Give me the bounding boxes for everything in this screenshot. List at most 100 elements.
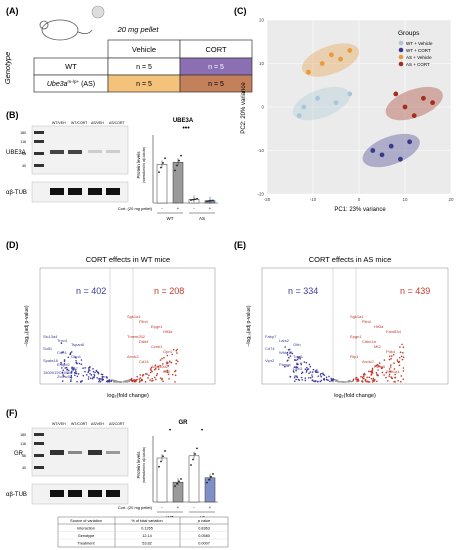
- volcano-point: [322, 372, 324, 375]
- volcano-point: [342, 381, 344, 383]
- table-header: Source of variation: [70, 519, 102, 523]
- volcano-point: [77, 373, 80, 375]
- volcano-point: [295, 378, 297, 381]
- table-header: p value: [197, 519, 210, 523]
- volcano-point: [138, 378, 141, 380]
- volcano-point: [390, 370, 392, 373]
- volcano-point: [171, 373, 174, 376]
- data-point: [158, 171, 160, 174]
- volcano-point: [289, 351, 292, 354]
- x-tick-label: -10: [310, 197, 317, 202]
- f-lane-label: AS/VEH: [91, 422, 104, 426]
- volcano-point: [393, 362, 395, 365]
- volcano-point: [155, 378, 157, 381]
- gene-label: Hif3a: [374, 324, 384, 329]
- volcano-point: [90, 374, 93, 376]
- volcano-point: [385, 371, 387, 374]
- volcano-point: [149, 368, 152, 370]
- volcano-point: [138, 381, 141, 383]
- mouse-illustration: [39, 5, 105, 41]
- e-volcano-points: [284, 343, 405, 383]
- volcano-point: [97, 371, 100, 374]
- e-title: CORT effects in AS mice: [309, 255, 392, 264]
- volcano-point: [388, 373, 391, 376]
- volcano-point: [312, 368, 315, 371]
- volcano-point: [402, 356, 405, 358]
- volcano-point: [401, 343, 403, 346]
- volcano-point: [72, 368, 75, 370]
- volcano-point: [374, 365, 377, 367]
- c-legend-swatch: [398, 47, 404, 53]
- group-ellipse: [301, 43, 360, 77]
- volcano-point: [357, 380, 360, 382]
- gene-label: Klf9: [163, 369, 171, 374]
- b-ladder-label: 180: [20, 131, 26, 135]
- pca-point: [329, 52, 334, 58]
- d-xlabel: log₂(fold change): [107, 393, 149, 399]
- f-bar-chart: [152, 436, 218, 503]
- data-point: [164, 450, 166, 452]
- volcano-point: [136, 375, 139, 378]
- volcano-point: [387, 380, 389, 382]
- d-plot-frame: [39, 267, 216, 385]
- volcano-point: [155, 367, 157, 370]
- data-point: [176, 164, 178, 167]
- volcano-point: [101, 373, 104, 376]
- gene-label: Cd74: [57, 350, 67, 355]
- volcano-point: [368, 376, 371, 379]
- gene-label: Tnni1: [293, 354, 304, 359]
- pca-point: [319, 61, 325, 66]
- volcano-point: [368, 370, 370, 373]
- volcano-point: [153, 376, 156, 379]
- volcano-point: [84, 370, 86, 373]
- volcano-point: [70, 374, 73, 377]
- volcano-point: [71, 366, 73, 368]
- b-group-as: AS: [199, 216, 205, 221]
- volcano-point: [305, 371, 308, 373]
- volcano-point: [390, 355, 393, 357]
- volcano-point: [162, 380, 164, 383]
- volcano-point: [297, 378, 300, 381]
- data-point: [194, 453, 196, 455]
- gene-label: Gbp4: [71, 354, 82, 359]
- f-cort-mark: +: [209, 505, 212, 510]
- volcano-point: [63, 362, 66, 365]
- y-tick-label: -10: [257, 148, 264, 153]
- c-legend-swatch: [398, 61, 404, 67]
- volcano-point: [84, 367, 86, 369]
- volcano-point: [161, 357, 163, 360]
- volcano-point: [74, 369, 77, 371]
- volcano-point: [70, 379, 72, 381]
- gene-label: Sgk1a1: [350, 314, 364, 319]
- gene-label: Pappa: [279, 362, 291, 367]
- y-tick-label: -20: [257, 192, 264, 197]
- volcano-point: [394, 373, 396, 376]
- volcano-point: [78, 362, 81, 365]
- gene-label: Epgn1: [151, 324, 163, 329]
- volcano-point: [355, 377, 357, 379]
- volcano-point: [73, 372, 76, 374]
- volcano-point: [166, 354, 169, 357]
- x-tick-label: 20: [448, 197, 454, 202]
- volcano-point: [371, 381, 374, 383]
- gene-label: Cdkn1a: [362, 339, 377, 344]
- volcano-point: [136, 378, 138, 381]
- volcano-point: [60, 361, 62, 364]
- volcano-point: [176, 348, 178, 351]
- data-point: [164, 157, 166, 160]
- volcano-point: [82, 367, 84, 369]
- volcano-point: [134, 379, 137, 382]
- volcano-point: [149, 379, 151, 381]
- volcano-point: [75, 370, 77, 373]
- gene-label: Ddit4: [139, 339, 149, 344]
- f-sig-as: •: [201, 428, 203, 434]
- volcano-point: [91, 377, 94, 380]
- volcano-point: [304, 379, 307, 382]
- gene-label: Tlr7: [71, 366, 79, 371]
- volcano-point: [63, 359, 66, 361]
- f-ladder-label: 40: [22, 466, 26, 470]
- volcano-point: [60, 363, 62, 365]
- b-ylabel2: (normalized to αβ-tubulin): [142, 147, 146, 183]
